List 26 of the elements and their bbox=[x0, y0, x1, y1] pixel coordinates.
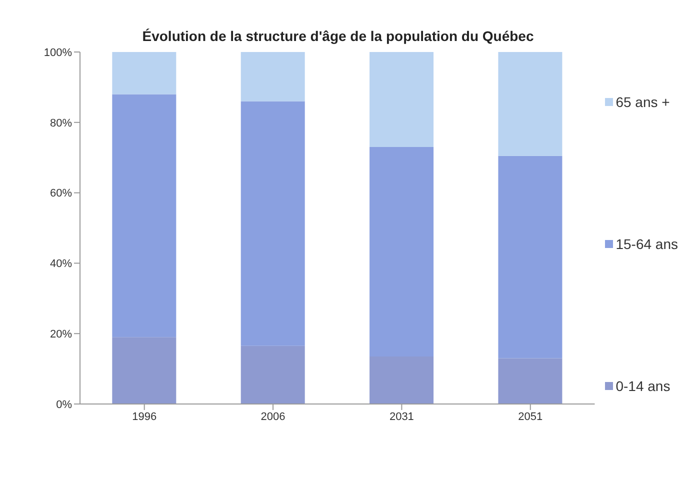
y-tick-label: 20% bbox=[50, 328, 72, 341]
bar bbox=[112, 94, 176, 338]
bar bbox=[240, 52, 305, 102]
legend-label: 0-14 ans bbox=[614, 378, 672, 394]
x-tick-label: 2006 bbox=[260, 410, 286, 423]
bar bbox=[112, 52, 176, 94]
bar bbox=[240, 346, 305, 404]
bar bbox=[370, 147, 434, 356]
bar bbox=[370, 52, 434, 148]
x-tick-label: 1996 bbox=[132, 410, 157, 423]
bar bbox=[498, 156, 562, 358]
y-tick-label: 0% bbox=[56, 398, 72, 411]
legend-label: 65 ans + bbox=[614, 94, 671, 110]
bar bbox=[240, 101, 305, 346]
legend-label: 15-64 ans bbox=[614, 236, 678, 252]
x-tick-label: 2031 bbox=[389, 410, 414, 423]
x-tick-label: 2051 bbox=[518, 410, 543, 423]
y-tick-label: 80% bbox=[50, 117, 72, 130]
bar bbox=[370, 356, 434, 404]
chart-title: Évolution de la structure d'âge de la population du Québec bbox=[141, 28, 535, 44]
y-tick-label: 100% bbox=[44, 46, 72, 59]
bar bbox=[112, 337, 176, 404]
bar bbox=[498, 358, 562, 404]
bar bbox=[498, 52, 562, 156]
y-tick-label: 40% bbox=[50, 258, 72, 270]
y-tick-label: 60% bbox=[50, 188, 72, 200]
